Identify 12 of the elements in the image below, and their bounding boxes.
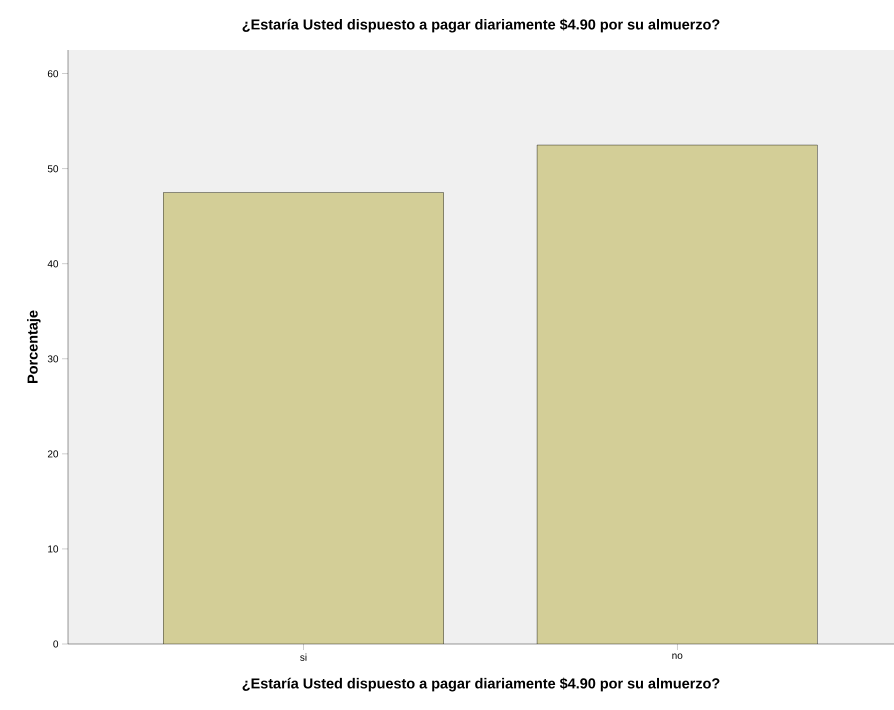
y-tick-label: 50 bbox=[48, 165, 58, 172]
y-tick-label: 30 bbox=[48, 355, 58, 362]
y-tick-label: 60 bbox=[48, 70, 58, 78]
y-tick-label: 0 bbox=[53, 640, 58, 648]
x-tick-label: si bbox=[300, 654, 306, 661]
y-tick-label: 20 bbox=[48, 450, 58, 458]
x-tick-label: no bbox=[672, 654, 682, 659]
y-tick-label: 10 bbox=[48, 545, 58, 552]
y-axis-title: Porcentaje bbox=[27, 310, 41, 383]
y-tick-label: 40 bbox=[48, 260, 58, 268]
x-axis-title: ¿Estaría Usted dispuesto a pagar diariamente $4.90 por su almuerzo? bbox=[242, 678, 720, 692]
chart-title: ¿Estaría Usted dispuesto a pagar diariamente $4.90 por su almuerzo? bbox=[242, 18, 720, 32]
